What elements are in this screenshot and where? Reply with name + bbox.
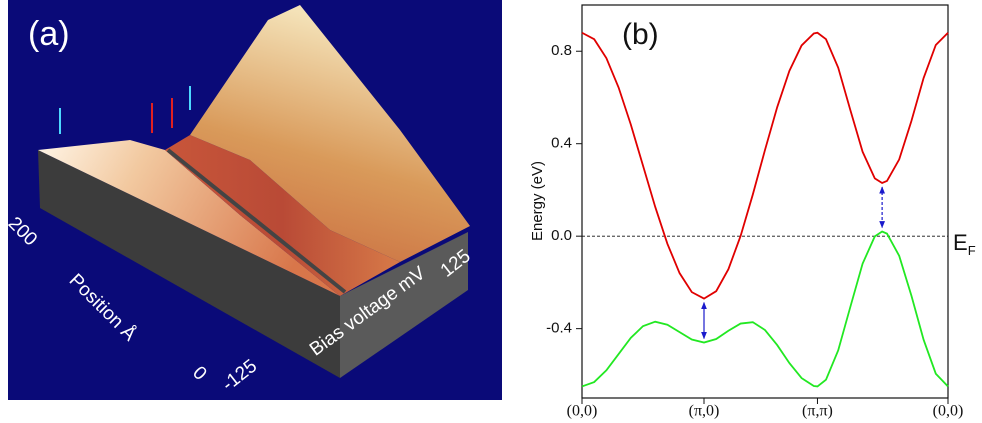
x-tick-label: (π,0) — [689, 403, 720, 420]
panel-label: (b) — [622, 18, 659, 51]
figure: (a) 200 Position Å 0 -125 Bias voltage m… — [0, 0, 982, 423]
page: {"image_panel": {"label": "(a)", "positi… — [0, 0, 982, 423]
x-tick-label: (0,0) — [567, 403, 598, 420]
reference-label-main: E — [953, 230, 968, 255]
panel-a: (a) 200 Position Å 0 -125 Bias voltage m… — [4, 0, 502, 400]
panel-b: (b) Energy (eV) EF -0.4 0.0 0.4 0.8 (0,0) (π,… — [529, 5, 976, 420]
y-axis-label: Energy (eV) — [529, 161, 546, 241]
y-tick-label: -0.4 — [546, 320, 572, 337]
reference-label-sub: F — [968, 243, 976, 258]
reference-label: EF — [953, 230, 976, 259]
y-tick-label: 0.0 — [551, 227, 572, 244]
series-line — [582, 232, 948, 387]
plot-frame — [582, 5, 948, 398]
series-line — [582, 33, 948, 299]
y-tick-label: 0.8 — [551, 42, 572, 59]
x-tick-label: (0,0) — [933, 403, 964, 420]
panel-label: (a) — [28, 15, 70, 53]
x-tick-label: (π,π) — [802, 403, 833, 420]
y-tick-label: 0.4 — [551, 135, 572, 152]
